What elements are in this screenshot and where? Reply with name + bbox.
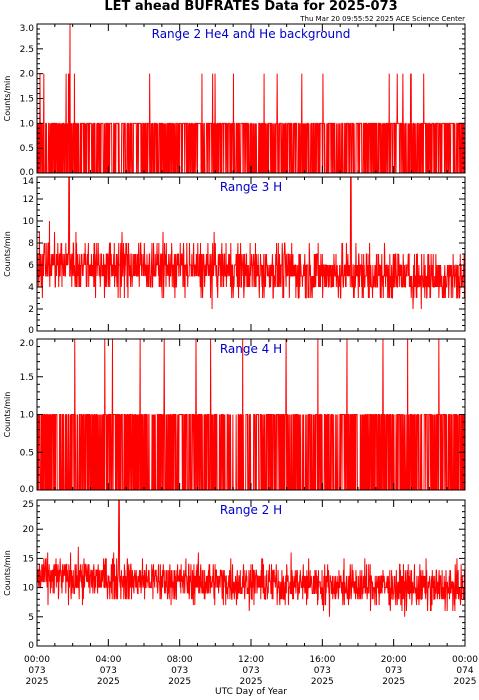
y-tick-label: 14 [23,177,35,187]
y-tick-label: 2.0 [20,70,35,80]
y-tick-label: 1.0 [20,119,35,129]
x-tick-label-doy: 073 [385,666,402,676]
x-tick-label-year: 2025 [311,677,334,687]
x-tick-label-doy: 073 [242,666,259,676]
panel-4: 0 5 10 15 20 25 Counts/min Range 2 H [3,499,466,651]
y-tick-label: 2.5 [20,45,34,55]
x-tick-label-time: 00:00 [24,655,50,665]
y-tick-label: 5 [28,613,34,623]
series-line-panel-4 [36,499,465,617]
series-line-panel-2 [36,176,466,310]
x-tick-label-doy: 074 [456,666,473,676]
panel-label: Range 3 H [220,180,282,194]
y-tick-label: 0.0 [20,168,35,178]
y-tick-label: 10 [23,584,35,594]
y-tick-label: 0 [28,641,34,651]
y-tick-label: 1.5 [20,95,34,105]
timestamp: Thu Mar 20 09:55:52 2025 ACE Science Cen… [299,15,465,23]
y-tick-label: 6 [28,261,34,271]
x-tick-label-doy: 073 [28,666,45,676]
x-tick-label-year: 2025 [97,677,120,687]
y-axis-label: Counts/min [3,231,12,277]
y-tick-label: 1.5 [20,373,34,383]
x-tick-label-doy: 073 [100,666,117,676]
panel-3: 0.0 0.5 1.0 1.5 2.0 Counts/min Range 4 H [3,338,466,495]
y-tick-label: 12 [23,195,34,205]
x-tick-label-doy: 073 [314,666,331,676]
panels: 0.0 0.5 1.0 1.5 2.0 2.5 3.0 Counts/min Range 2 H… [3,23,466,651]
x-tick-label-time: 00:00 [452,655,478,665]
series-line-panel-3 [36,338,465,491]
x-tick-label-doy: 073 [171,666,188,676]
x-tick-label-time: 20:00 [381,655,407,665]
y-tick-label: 2 [28,305,34,315]
x-tick-label-year: 2025 [168,677,191,687]
y-tick-label: 0 [28,326,34,336]
x-tick-label-time: 04:00 [95,655,121,665]
y-tick-label: 4 [28,283,34,293]
panel-1: 0.0 0.5 1.0 1.5 2.0 2.5 3.0 Counts/min Range 2 H… [3,23,466,178]
x-tick-label-time: 08:00 [167,655,193,665]
panel-label: Range 2 H [220,503,282,517]
y-tick-label: 2.0 [20,339,35,349]
y-tick-label: 3.0 [20,24,35,34]
y-axis-label: Counts/min [3,76,12,122]
x-tick-label-time: 16:00 [309,655,335,665]
x-tick-label-year: 2025 [382,677,405,687]
x-axis-label: UTC Day of Year [215,687,287,697]
x-tick-labels: 00:00073202504:00073202508:00073202512:0… [24,655,478,687]
y-axis-label: Counts/min [3,392,12,438]
y-tick-label: 0.5 [20,144,34,154]
y-axis-label: Counts/min [3,550,12,596]
chart-title: LET ahead BUFRATES Data for 2025-073 [104,0,397,14]
panel-label: Range 2 He4 and He background [152,27,351,41]
series-line-panel-1 [37,23,465,174]
y-tick-label: 10 [23,217,35,227]
y-tick-label: 0.0 [20,485,35,495]
y-tick-label: 15 [23,554,34,564]
x-tick-label-year: 2025 [26,677,49,687]
x-tick-label-year: 2025 [240,677,263,687]
panel-label: Range 4 H [220,342,282,356]
y-tick-label: 25 [23,500,34,510]
panel-2: 0 2 4 6 8 10 12 14 Counts/min Range 3 H [3,176,466,336]
y-tick-label: 0.5 [20,448,34,458]
y-tick-label: 8 [28,239,34,249]
x-tick-label-year: 2025 [454,677,477,687]
x-tick-label-time: 12:00 [238,655,264,665]
y-tick-label: 20 [23,525,35,535]
y-tick-label: 1.0 [20,411,35,421]
